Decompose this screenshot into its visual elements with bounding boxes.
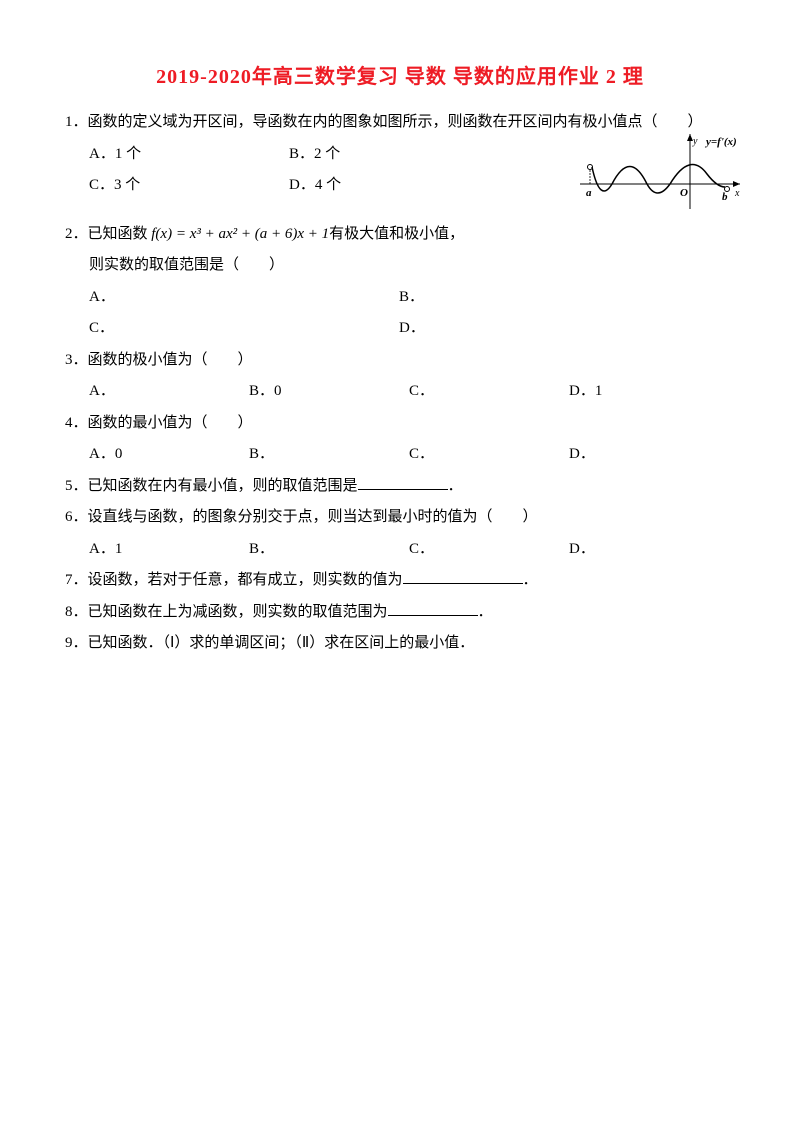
q6-option-c: C．: [409, 534, 569, 566]
question-2-block: 2．已知函数 f(x) = x³ + ax² + (a + 6)x + 1有极大…: [65, 219, 735, 345]
q5-text: 5．已知函数在内有最小值，则的取值范围是: [65, 478, 358, 494]
derivative-graph: y x O y=f'(x) a b: [575, 129, 745, 219]
question-5-text: 5．已知函数在内有最小值，则的取值范围是 ．: [65, 471, 735, 503]
svg-text:x: x: [734, 188, 740, 199]
q2-prefix: 2．已知函数: [65, 226, 148, 242]
q1-option-a: A．1 个: [89, 139, 289, 171]
q3-option-c: C．: [409, 376, 569, 408]
q2-option-c: C．: [89, 313, 399, 345]
question-3-block: 3．函数的极小值为（ ） A． B．0 C． D．1: [65, 345, 735, 408]
question-4-options: A．0 B． C． D．: [65, 439, 735, 471]
question-1-block: 1．函数的定义域为开区间，导函数在内的图象如图所示，则函数在开区间内有极小值点（…: [65, 107, 735, 219]
question-6-block: 6．设直线与函数，的图象分别交于点，则当达到最小时的值为（ ） A．1 B． C…: [65, 502, 735, 565]
q4-option-a: A．0: [89, 439, 249, 471]
question-8-text: 8．已知函数在上为减函数，则实数的取值范围为 ．: [65, 597, 735, 629]
q5-suffix: ．: [448, 478, 463, 494]
q6-option-b: B．: [249, 534, 409, 566]
q2-option-d: D．: [399, 313, 709, 345]
question-6-options: A．1 B． C． D．: [65, 534, 735, 566]
q1-option-c: C．3 个: [89, 170, 289, 202]
q8-text: 8．已知函数在上为减函数，则实数的取值范围为: [65, 604, 388, 620]
q2-option-b: B．: [399, 282, 709, 314]
question-1-text: 1．函数的定义域为开区间，导函数在内的图象如图所示，则函数在开区间内有极小值点（…: [65, 107, 735, 139]
question-2-options-row1: A． B．: [65, 282, 735, 314]
question-9-text: 9．已知函数．（Ⅰ）求的单调区间；（Ⅱ）求在区间上的最小值．: [65, 628, 735, 660]
q7-text: 7．设函数，若对于任意，都有成立，则实数的值为: [65, 572, 403, 588]
q3-option-b: B．0: [249, 376, 409, 408]
title-year: 2019-2020: [156, 66, 252, 88]
q4-option-d: D．: [569, 439, 729, 471]
question-7-text: 7．设函数，若对于任意，都有成立，则实数的值为 ．: [65, 565, 735, 597]
q7-blank: [403, 569, 523, 584]
q6-option-d: D．: [569, 534, 729, 566]
question-2-text: 2．已知函数 f(x) = x³ + ax² + (a + 6)x + 1有极大…: [65, 219, 735, 251]
q8-blank: [388, 601, 478, 616]
q1-option-d: D．4 个: [289, 170, 489, 202]
q7-suffix: ．: [523, 572, 538, 588]
page-title: 2019-2020年高三数学复习 导数 导数的应用作业 2 理: [65, 60, 735, 89]
content-body: 1．函数的定义域为开区间，导函数在内的图象如图所示，则函数在开区间内有极小值点（…: [65, 107, 735, 660]
svg-text:y=f'(x): y=f'(x): [704, 136, 737, 148]
q8-suffix: ．: [478, 604, 493, 620]
q3-option-d: D．1: [569, 376, 729, 408]
question-4-block: 4．函数的最小值为（ ） A．0 B． C． D．: [65, 408, 735, 471]
svg-text:b: b: [722, 191, 728, 203]
q6-option-a: A．1: [89, 534, 249, 566]
svg-text:O: O: [680, 187, 688, 199]
question-1-options-row2: C．3 个 D．4 个: [65, 170, 575, 202]
q2-option-a: A．: [89, 282, 399, 314]
svg-text:a: a: [586, 187, 592, 199]
question-6-text: 6．设直线与函数，的图象分别交于点，则当达到最小时的值为（ ）: [65, 502, 735, 534]
q2-suffix: 有极大值和极小值，: [329, 226, 464, 242]
q4-option-b: B．: [249, 439, 409, 471]
q4-option-c: C．: [409, 439, 569, 471]
question-2-line2: 则实数的取值范围是（ ）: [65, 250, 735, 282]
q1-option-b: B．2 个: [289, 139, 489, 171]
q2-formula: f(x) = x³ + ax² + (a + 6)x + 1: [148, 226, 330, 242]
q5-blank: [358, 475, 448, 490]
q3-option-a: A．: [89, 376, 249, 408]
question-4-text: 4．函数的最小值为（ ）: [65, 408, 735, 440]
question-2-options-row2: C． D．: [65, 313, 735, 345]
question-1-options-row1: A．1 个 B．2 个: [65, 139, 575, 171]
question-3-text: 3．函数的极小值为（ ）: [65, 345, 735, 377]
title-rest: 年高三数学复习 导数 导数的应用作业 2 理: [252, 66, 644, 88]
question-3-options: A． B．0 C． D．1: [65, 376, 735, 408]
